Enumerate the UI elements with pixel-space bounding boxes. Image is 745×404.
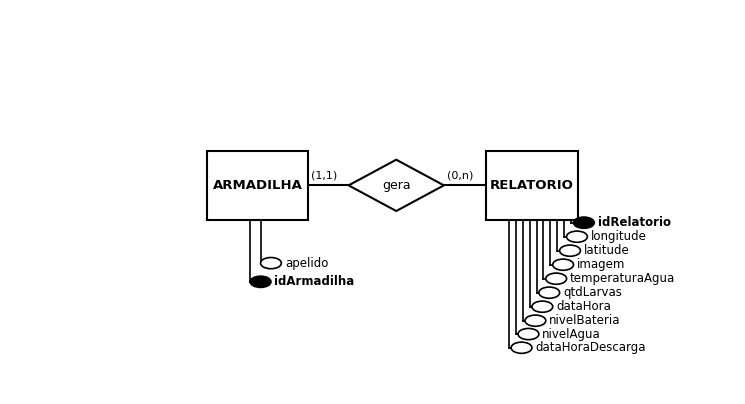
Circle shape bbox=[546, 273, 566, 284]
Text: longitude: longitude bbox=[591, 230, 647, 243]
Text: nivelAgua: nivelAgua bbox=[542, 328, 601, 341]
Text: nivelBateria: nivelBateria bbox=[549, 314, 621, 327]
Text: gera: gera bbox=[382, 179, 410, 192]
Text: dataHora: dataHora bbox=[557, 300, 611, 313]
Text: imagem: imagem bbox=[577, 258, 625, 271]
Circle shape bbox=[566, 231, 587, 242]
Text: idRelatorio: idRelatorio bbox=[597, 216, 670, 229]
Circle shape bbox=[250, 276, 271, 287]
Circle shape bbox=[532, 301, 553, 312]
Text: apelido: apelido bbox=[285, 257, 329, 269]
Text: qtdLarvas: qtdLarvas bbox=[563, 286, 622, 299]
Text: (0,n): (0,n) bbox=[447, 170, 473, 181]
Circle shape bbox=[511, 342, 532, 354]
Text: latitude: latitude bbox=[584, 244, 630, 257]
Circle shape bbox=[574, 217, 595, 228]
Circle shape bbox=[553, 259, 574, 270]
Circle shape bbox=[261, 257, 282, 269]
Polygon shape bbox=[349, 160, 444, 211]
Text: RELATORIO: RELATORIO bbox=[490, 179, 574, 192]
Circle shape bbox=[559, 245, 580, 256]
FancyBboxPatch shape bbox=[207, 151, 308, 219]
Text: temperaturaAgua: temperaturaAgua bbox=[570, 272, 675, 285]
Text: idArmadilha: idArmadilha bbox=[274, 275, 355, 288]
Text: ARMADILHA: ARMADILHA bbox=[213, 179, 302, 192]
FancyBboxPatch shape bbox=[486, 151, 578, 219]
Text: dataHoraDescarga: dataHoraDescarga bbox=[536, 341, 646, 354]
Circle shape bbox=[539, 287, 559, 298]
Circle shape bbox=[518, 328, 539, 340]
Circle shape bbox=[525, 315, 546, 326]
Text: (1,1): (1,1) bbox=[311, 170, 337, 181]
